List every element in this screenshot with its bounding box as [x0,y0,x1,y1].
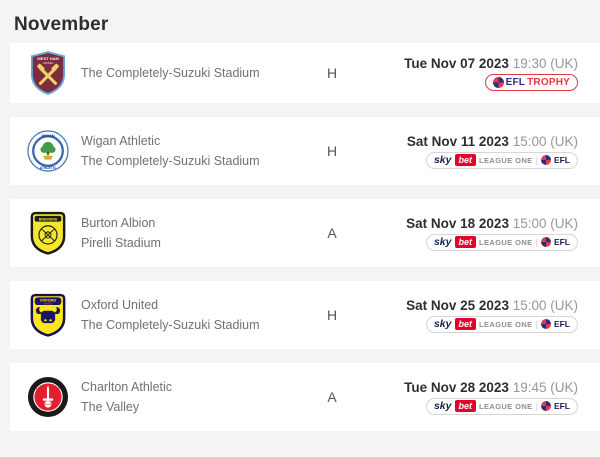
efl-wordmark: EFL [553,319,570,329]
sky-bet-league-one-logo: sky bet LEAGUE ONE | EFL [425,233,578,251]
fixture-row-wigan[interactable]: WIGAN ATHLETIC Wigan Athletic The Comple… [10,117,600,185]
fixtures-list: WEST HAM UNITED The Completely-Suzuki St… [10,43,600,431]
kickoff-time: 15:00 (UK) [512,133,578,149]
svg-text:UNITED: UNITED [43,61,54,65]
trophy-wordmark: TROPHY [527,76,570,88]
kickoff-datetime: Sat Nov 18 2023 15:00 (UK) [406,216,578,231]
kickoff-time: 19:30 (UK) [512,55,578,71]
svg-text:WEST HAM: WEST HAM [37,56,59,61]
efl-wordmark: EFL [553,155,570,165]
venue-name: The Valley [81,400,140,414]
home-away-indicator: H [326,143,338,159]
efl-ball-icon [540,319,551,329]
venue-name: The Completely-Suzuki Stadium [81,318,260,332]
bet-wordmark: bet [454,154,476,166]
kickoff-date: Sat Nov 11 2023 [406,133,509,149]
venue-name: The Completely-Suzuki Stadium [81,154,260,168]
divider: | [535,155,538,165]
west-ham-united-badge: WEST HAM UNITED [27,51,69,95]
sky-wordmark: sky [433,318,452,330]
venue-name: Pirelli Stadium [81,236,161,250]
kickoff-datetime: Tue Nov 28 2023 19:45 (UK) [404,380,578,395]
kickoff-date: Sat Nov 25 2023 [406,297,509,313]
efl-ball-icon [540,155,551,165]
kickoff-time: 15:00 (UK) [512,297,578,313]
efl-ball-icon [492,76,504,88]
kickoff-time: 19:45 (UK) [512,379,578,395]
kickoff-datetime: Sat Nov 11 2023 15:00 (UK) [407,134,578,149]
kickoff-date: Sat Nov 18 2023 [406,215,509,231]
efl-wordmark: EFL [553,401,570,411]
kickoff-date: Tue Nov 07 2023 [404,55,509,71]
bet-wordmark: bet [454,236,476,248]
sky-wordmark: sky [433,236,452,248]
divider: | [535,237,538,247]
league-one-wordmark: LEAGUE ONE [479,401,533,411]
team-name: Charlton Athletic [81,380,173,394]
fixture-row-west-ham[interactable]: WEST HAM UNITED The Completely-Suzuki St… [10,43,600,103]
team-name: Oxford United [81,298,159,312]
sky-bet-league-one-logo: sky bet LEAGUE ONE | EFL [425,151,578,169]
bet-wordmark: bet [454,400,476,412]
efl-ball-icon [540,401,551,411]
svg-text:BREWERS: BREWERS [39,217,58,221]
svg-text:WIGAN: WIGAN [41,134,54,138]
bet-wordmark: bet [454,318,476,330]
efl-wordmark: EFL [553,237,570,247]
home-away-indicator: H [326,307,338,323]
league-one-wordmark: LEAGUE ONE [479,237,533,247]
efl-trophy-logo: EFL TROPHY [484,73,578,91]
sky-bet-league-one-logo: sky bet LEAGUE ONE | EFL [425,315,578,333]
league-one-wordmark: LEAGUE ONE [479,319,533,329]
league-one-wordmark: LEAGUE ONE [479,155,533,165]
team-name: Burton Albion [81,216,156,230]
svg-text:ATHLETIC: ATHLETIC [40,166,57,170]
kickoff-time: 15:00 (UK) [512,215,578,231]
month-heading: November [14,14,109,35]
burton-albion-badge: BREWERS [27,211,69,255]
fixture-row-oxford[interactable]: OXFORD UNITED Oxford United The Complete… [10,281,600,349]
kickoff-date: Tue Nov 28 2023 [404,379,509,395]
fixture-row-charlton[interactable]: CHARLTON ATHLETIC Charlton Athletic The … [10,363,600,431]
home-away-indicator: H [326,65,338,81]
sky-wordmark: sky [433,154,452,166]
fixture-row-burton[interactable]: BREWERS Burton Albion Pirelli Stadium A … [10,199,600,267]
svg-text:UNITED: UNITED [44,303,53,306]
divider: | [535,401,538,411]
venue-name: The Completely-Suzuki Stadium [81,66,260,80]
efl-ball-icon [540,237,551,247]
svg-text:OXFORD: OXFORD [40,299,57,303]
sky-bet-league-one-logo: sky bet LEAGUE ONE | EFL [425,397,578,415]
kickoff-datetime: Tue Nov 07 2023 19:30 (UK) [404,56,578,71]
sky-wordmark: sky [433,400,452,412]
team-name: Wigan Athletic [81,134,161,148]
charlton-athletic-badge: CHARLTON ATHLETIC [27,376,69,418]
divider: | [535,319,538,329]
home-away-indicator: A [327,389,337,405]
home-away-indicator: A [327,225,337,241]
kickoff-datetime: Sat Nov 25 2023 15:00 (UK) [406,298,578,313]
oxford-united-badge: OXFORD UNITED [27,293,69,337]
wigan-athletic-badge: WIGAN ATHLETIC [27,130,69,172]
efl-wordmark: EFL [505,76,526,88]
